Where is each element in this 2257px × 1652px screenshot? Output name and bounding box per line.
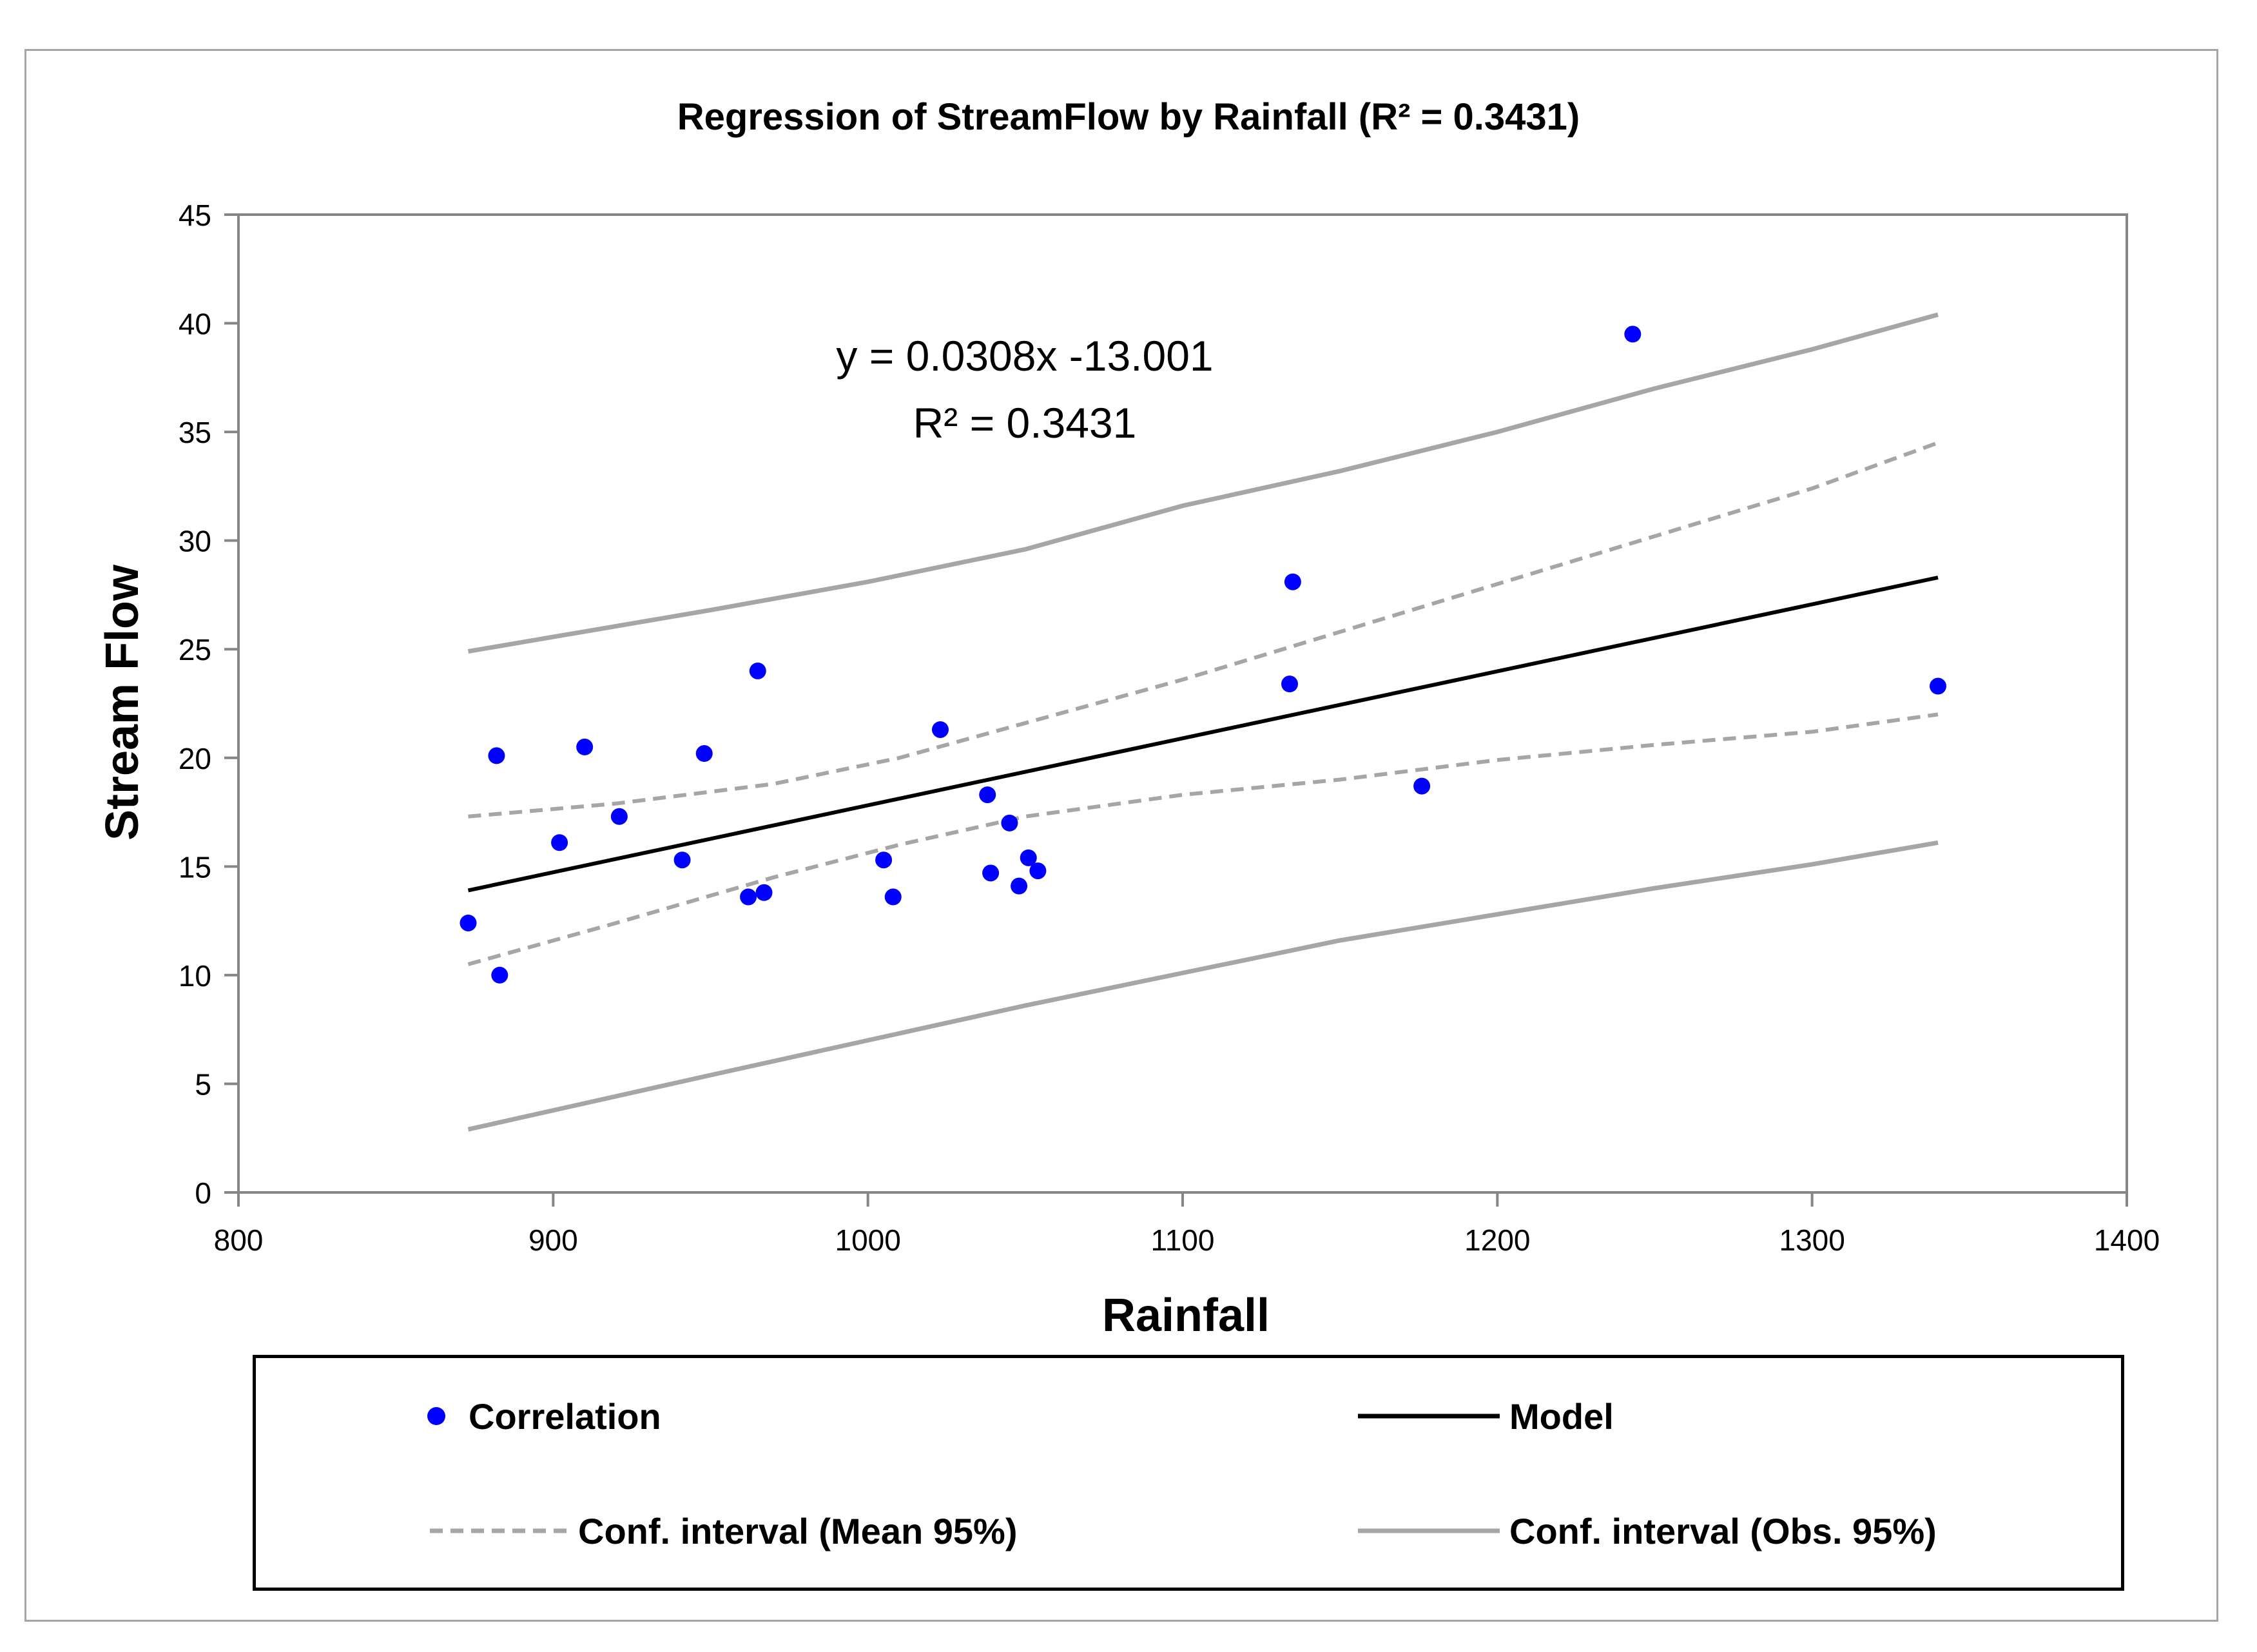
y-tick-label: 15 (179, 850, 211, 884)
chart-legend: Correlation Model Conf. interval (Mean 9… (253, 1355, 2124, 1591)
data-point (1281, 675, 1299, 693)
legend-swatch-obs-ci (1358, 1528, 1500, 1533)
data-point (755, 884, 773, 901)
data-point (1284, 573, 1301, 590)
data-point (1624, 326, 1642, 343)
legend-label-correlation: Correlation (469, 1395, 661, 1437)
y-tick-label: 10 (179, 959, 211, 993)
legend-item-mean-ci: Conf. interval (Mean 95%) (430, 1505, 1018, 1557)
data-point (460, 914, 477, 931)
data-point (610, 808, 628, 825)
x-axis-label: Rainfall (1101, 1290, 1270, 1341)
data-point (979, 786, 996, 804)
y-axis-label: Stream Flow (97, 564, 148, 841)
x-tick-label: 1100 (1151, 1223, 1215, 1257)
y-tick-label: 20 (179, 742, 211, 775)
x-tick-label: 1200 (1464, 1223, 1530, 1257)
legend-item-obs-ci: Conf. interval (Obs. 95%) (1358, 1505, 1937, 1557)
data-point (673, 851, 691, 869)
y-tick-label: 30 (179, 525, 211, 558)
x-tick-label: 1400 (2094, 1223, 2160, 1257)
legend-label-mean-ci: Conf. interval (Mean 95%) (578, 1510, 1018, 1551)
data-point (1011, 877, 1028, 895)
legend-marker-correlation (427, 1407, 445, 1425)
y-tick-label: 35 (179, 416, 211, 449)
legend-swatch-model (1358, 1414, 1500, 1419)
data-point (1020, 849, 1037, 866)
data-point (740, 888, 757, 906)
regression-equation: y = 0.0308x -13.001 (836, 332, 1214, 380)
data-point (982, 864, 1000, 882)
data-point (1001, 814, 1018, 831)
legend-item-correlation: Correlation (427, 1390, 661, 1442)
data-point (551, 834, 568, 851)
chart-title: Regression of StreamFlow by Rainfall (R²… (677, 96, 1580, 138)
data-point (695, 745, 713, 763)
regression-annotation: y = 0.0308x -13.001 R² = 0.3431 (773, 322, 1276, 456)
x-tick-label: 1300 (1779, 1223, 1845, 1257)
y-tick-label: 0 (195, 1176, 211, 1210)
mean-ci-lower-line (467, 712, 1939, 966)
y-tick-label: 5 (195, 1067, 211, 1101)
data-point (576, 738, 594, 755)
data-point (749, 662, 766, 679)
obs-ci-lower-line (467, 840, 1939, 1132)
mean-ci-upper-line (468, 441, 1939, 819)
data-point (1930, 677, 1946, 695)
x-tick-label: 900 (528, 1223, 578, 1257)
y-tick-label: 45 (179, 199, 211, 232)
data-point (1413, 777, 1431, 795)
legend-label-obs-ci: Conf. interval (Obs. 95%) (1509, 1510, 1937, 1551)
x-tick-label: 800 (214, 1223, 264, 1257)
legend-item-model: Model (1358, 1390, 1614, 1442)
data-point (488, 747, 505, 764)
y-tick-label: 40 (179, 307, 211, 341)
obs-ci-upper-line (467, 312, 1939, 654)
data-point (931, 721, 949, 738)
legend-label-model: Model (1509, 1395, 1614, 1437)
data-point (491, 966, 509, 984)
regression-r2: R² = 0.3431 (913, 399, 1137, 447)
data-point (884, 888, 902, 906)
legend-swatch-mean-ci (430, 1528, 572, 1533)
data-point (875, 851, 893, 869)
x-tick-label: 1000 (835, 1223, 900, 1257)
data-point (1029, 862, 1047, 880)
y-tick-label: 25 (179, 633, 211, 666)
model-line (467, 576, 1939, 893)
